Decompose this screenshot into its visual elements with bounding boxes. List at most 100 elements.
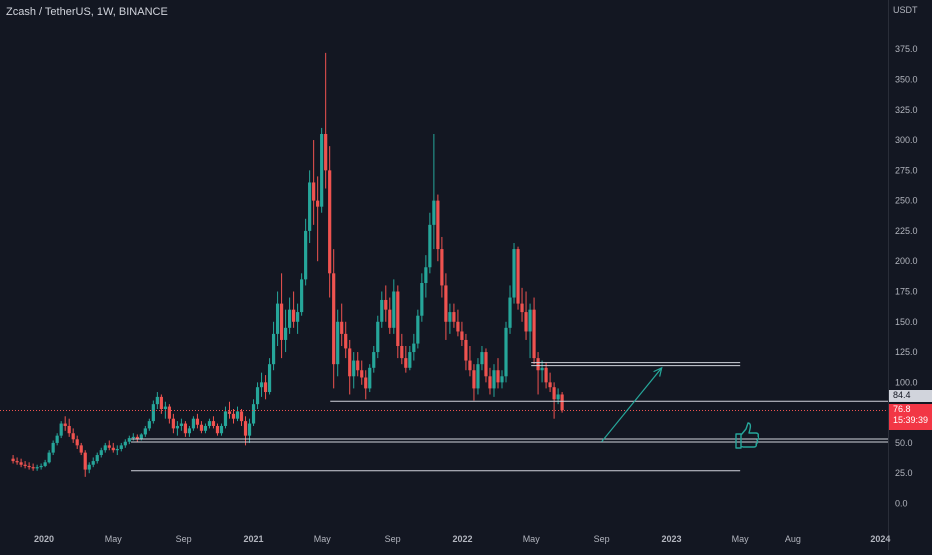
candle-body [476,364,480,389]
candle-body [167,406,171,419]
candle-body [223,411,228,426]
candle-body [380,299,384,322]
candle-body [292,309,296,322]
candle-body [267,364,272,393]
y-tick-label: 300.0 [895,135,918,145]
candle-body [520,303,524,313]
candle-body [219,425,224,434]
candle-body [548,382,552,388]
candle-body [199,424,204,431]
y-tick-label: 25.0 [895,468,913,478]
y-tick-label: 200.0 [895,256,918,266]
candle-body [296,312,300,322]
x-tick-label: May [314,534,332,544]
candle-body [452,312,456,322]
trend-arrow-head [653,366,663,377]
candle-body [528,309,532,332]
y-tick-label: 225.0 [895,226,918,236]
candle-body [444,285,448,322]
y-tick-label: 50.0 [895,438,913,448]
candle-body [408,352,412,368]
candle-body [492,370,496,389]
y-tick-label: 175.0 [895,286,918,296]
candle-body [304,230,308,280]
y-tick-label: 125.0 [895,347,918,357]
candle-body [532,309,536,359]
y-tick-label: 325.0 [895,105,918,115]
x-tick-label: 2023 [661,534,681,544]
candle-body [516,249,520,304]
x-tick-label: Sep [594,534,610,544]
candle-body [392,291,396,328]
candle-body [155,396,159,405]
candle-body [111,447,115,451]
candle-body [336,321,340,365]
candle-body [500,376,504,383]
candle-body [556,394,560,400]
y-tick-label: 150.0 [895,317,918,327]
candle-body [59,423,63,436]
candle-body [524,312,528,332]
candle-body [171,418,175,429]
x-tick-label: Sep [385,534,401,544]
y-tick-label: 250.0 [895,196,918,206]
last-price-value: 76.8 [893,404,911,414]
candle-body [143,428,147,435]
candle-body [23,464,27,466]
candle-body [504,327,508,377]
candle-body [103,445,107,451]
x-tick-label: May [732,534,750,544]
candle-body [203,425,208,431]
candle-body [159,396,163,410]
x-tick-label: Sep [176,534,192,544]
candle-body [215,425,220,434]
thumbs-up-icon[interactable] [733,421,759,451]
candle-body [308,182,312,231]
candle-body [352,360,356,377]
candle-body [312,182,316,201]
candle-body [95,455,99,462]
candle-body [99,450,103,456]
candle-body [488,376,492,389]
x-tick-label: Aug [785,534,801,544]
candle-body [388,309,392,328]
candle-body [376,321,380,353]
candle-body [328,170,332,274]
candle-body [91,461,95,465]
candle-body [191,418,196,429]
x-tick-label: 2020 [34,534,54,544]
candle-body [107,445,111,448]
candle-body [404,358,408,368]
candle-body [207,421,212,426]
candle-body [163,406,167,410]
candle-body [71,433,75,440]
candle-body [19,462,23,465]
candle-body [424,267,428,284]
x-tick-label: May [523,534,541,544]
currency-label[interactable]: USDT [893,5,918,15]
x-tick-label: 2021 [244,534,264,544]
candle-body [400,346,404,359]
candle-body [211,421,216,426]
candle-body [187,428,192,434]
candle-body [251,404,256,424]
y-tick-label: 275.0 [895,165,918,175]
candle-body [195,418,200,425]
candle-body [300,279,304,313]
candle-body [135,436,139,440]
candle-body [175,425,179,429]
candle-body [119,445,123,449]
candle-body [127,438,131,442]
candle-body [87,464,91,470]
candle-body [396,291,400,347]
trend-arrow [601,367,663,443]
candle-body [11,458,15,462]
candle-body [348,348,352,377]
y-tick-label: 375.0 [895,44,918,54]
levels-layer [0,362,888,472]
candle-body [235,411,240,419]
candle-body [279,303,284,340]
level-price-tag: 84.4 [889,390,932,402]
